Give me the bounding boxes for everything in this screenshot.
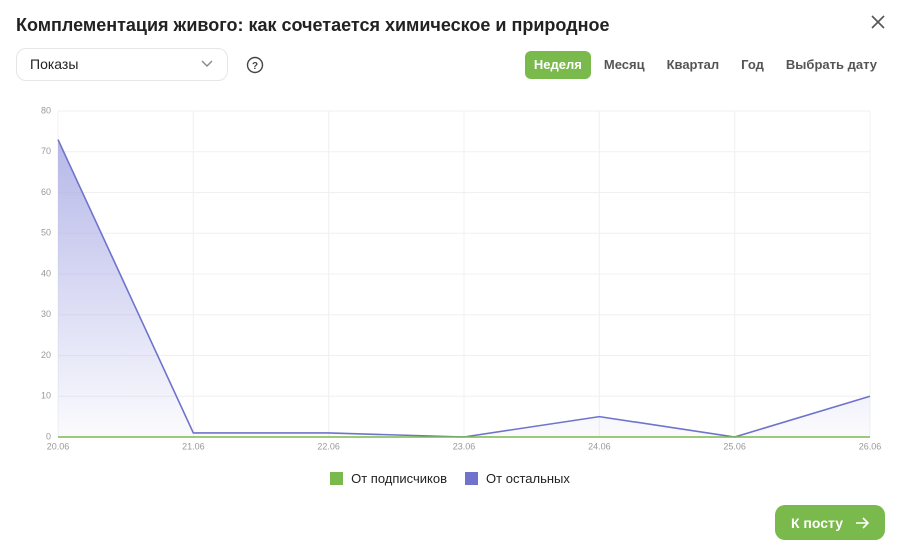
legend: От подписчиков От остальных — [0, 471, 900, 486]
y-tick-label: 10 — [41, 391, 51, 401]
arrow — [856, 516, 870, 529]
x-tick-label: 25.06 — [723, 441, 746, 451]
x-tick-label: 26.06 — [859, 441, 882, 451]
close-button[interactable] — [868, 12, 888, 32]
legend-swatch — [465, 472, 479, 485]
period-tab[interactable]: Неделя — [524, 51, 591, 79]
y-tick-label: 50 — [41, 228, 51, 238]
chart: 0 10 20 30 40 50 60 70 80 20.06 21.06 22.06 23.06 24.… — [41, 105, 882, 451]
legend-item[interactable]: От подписчиков — [330, 471, 447, 486]
y-tick-label: 30 — [41, 309, 51, 319]
y-tick-label: 0 — [46, 431, 51, 441]
y-tick-label: 70 — [41, 146, 51, 156]
x-tick-label: 24.06 — [588, 441, 611, 451]
period-tab[interactable]: Квартал — [666, 57, 720, 72]
period-tab[interactable]: Год — [741, 57, 764, 72]
chevron — [201, 60, 213, 67]
legend-label: От подписчиков — [351, 471, 448, 486]
y-tick-label: 60 — [41, 187, 51, 197]
dropdown-value: Показы — [30, 56, 79, 72]
x-tick-label: 20.06 — [47, 441, 70, 451]
button-label: К посту — [790, 514, 844, 531]
y-tick-label: 40 — [41, 268, 51, 278]
svg-text:?: ? — [252, 61, 258, 72]
legend-item[interactable]: От остальных — [465, 471, 570, 486]
period-tab[interactable]: Месяц — [603, 57, 645, 72]
x-tick-label: 22.06 — [317, 441, 340, 451]
metric-dropdown[interactable]: Показы — [16, 48, 228, 81]
x-tick-label: 23.06 — [453, 441, 476, 451]
area — [58, 139, 870, 437]
period-tab[interactable]: Выбрать дату — [785, 57, 877, 72]
help-icon[interactable]: ? — [246, 56, 264, 74]
y-tick-label: 80 — [41, 105, 51, 115]
period-tabs: Неделя Месяц Квартал Год Выбрать дату — [524, 51, 886, 79]
x-tick-label: 21.06 — [182, 441, 205, 451]
legend-swatch — [330, 472, 344, 485]
legend-label: От остальных — [486, 471, 570, 486]
title: Комплементация живого: как сочетается хи… — [16, 15, 610, 35]
to-post-button[interactable]: К посту — [775, 505, 885, 540]
y-tick-label: 20 — [41, 350, 51, 360]
